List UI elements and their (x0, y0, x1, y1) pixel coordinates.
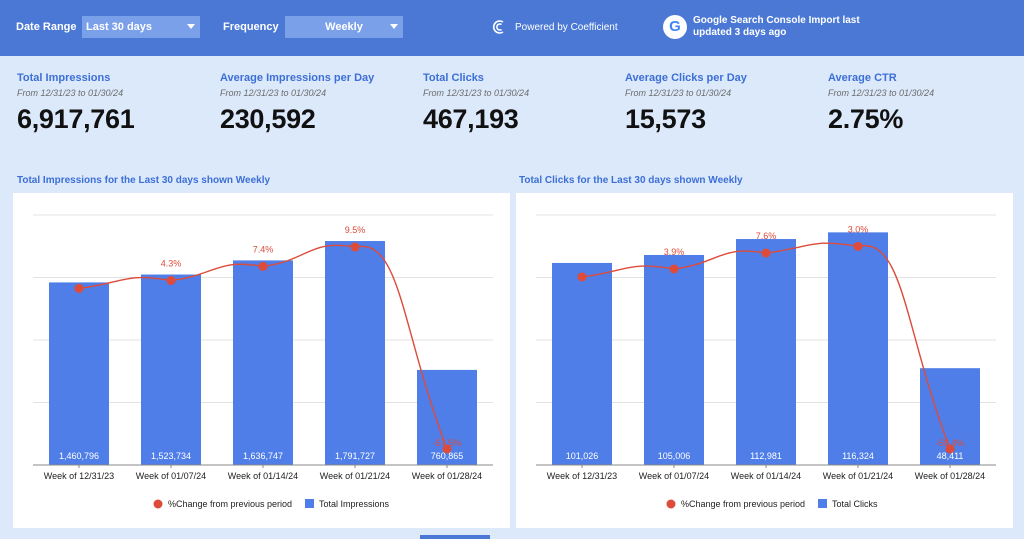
powered-by-text: Powered by Coefficient (515, 22, 618, 33)
bar-value-label: 1,523,734 (151, 451, 191, 461)
bar (141, 274, 201, 465)
change-point (853, 241, 863, 251)
legend-line-label: %Change from previous period (681, 499, 805, 509)
kpi-range: From 12/31/23 to 01/30/24 (625, 88, 732, 98)
kpi-range: From 12/31/23 to 01/30/24 (17, 88, 124, 98)
change-point (166, 276, 176, 286)
change-point (74, 283, 84, 293)
legend-line-marker (153, 499, 163, 509)
frequency-value: Weekly (325, 21, 363, 33)
legend-bar-marker (305, 499, 314, 508)
change-point (945, 444, 955, 454)
impressions-chart-title: Total Impressions for the Last 30 days s… (17, 175, 271, 186)
kpi-avg-impressions: Average Impressions per Day From 12/31/2… (220, 72, 374, 135)
bar (736, 239, 796, 465)
frequency-select[interactable]: Weekly (285, 16, 403, 38)
x-tick-label: Week of 01/07/24 (136, 471, 206, 481)
x-tick-label: Week of 01/21/24 (320, 471, 390, 481)
kpi-total-clicks: Total Clicks From 12/31/23 to 01/30/24 4… (423, 72, 529, 135)
change-point (577, 272, 587, 282)
bar-value-label: 1,791,727 (335, 451, 375, 461)
top-filter-bar: Date Range Last 30 days Frequency Weekly… (0, 0, 1024, 56)
google-logo-icon: G (663, 15, 687, 39)
kpi-value: 467,193 (423, 104, 519, 134)
change-label: -58.4% (936, 438, 965, 448)
x-tick-label: Week of 01/07/24 (639, 471, 709, 481)
bar-value-label: 48,411 (937, 451, 964, 461)
change-label: 7.6% (756, 231, 777, 241)
change-line (78, 244, 448, 450)
x-tick-label: Week of 12/31/23 (547, 471, 617, 481)
kpi-label: Average Clicks per Day (625, 72, 747, 84)
kpi-value: 230,592 (220, 104, 316, 134)
x-tick-label: Week of 01/28/24 (412, 471, 482, 481)
kpi-total-impressions: Total Impressions From 12/31/23 to 01/30… (17, 72, 135, 135)
kpi-avg-clicks: Average Clicks per Day From 12/31/23 to … (625, 72, 747, 135)
kpi-value: 15,573 (625, 104, 706, 134)
date-range-select[interactable]: Last 30 days (82, 16, 200, 38)
x-tick-label: Week of 01/21/24 (823, 471, 893, 481)
x-tick-label: Week of 01/14/24 (228, 471, 298, 481)
change-label: 3.9% (664, 247, 685, 257)
change-label: 9.5% (345, 225, 366, 235)
clicks-chart: 101,026 105,006 112,981 116,324 48,411 Week o… (536, 214, 996, 509)
change-label: 3.0% (848, 224, 869, 234)
legend-bar-label: Total Impressions (319, 499, 390, 509)
clicks-chart-title: Total Clicks for the Last 30 days shown … (519, 175, 743, 186)
kpi-average-ctr: Average CTR From 12/31/23 to 01/30/24 2.… (828, 72, 934, 135)
kpi-label: Total Clicks (423, 72, 484, 84)
frequency-label: Frequency (223, 21, 279, 33)
kpi-range: From 12/31/23 to 01/30/24 (220, 88, 327, 98)
page-indicator[interactable] (420, 535, 490, 539)
change-label: 4.3% (161, 259, 182, 269)
clicks-chart-panel: 101,026 105,006 112,981 116,324 48,411 Week o… (516, 193, 1013, 528)
date-range-label: Date Range (16, 21, 77, 33)
change-point (761, 248, 771, 258)
bar-value-label: 1,460,796 (59, 451, 99, 461)
change-point (258, 261, 268, 271)
date-range-value: Last 30 days (86, 21, 153, 33)
change-label: -57.5% (433, 438, 462, 448)
legend-bar-marker (818, 499, 827, 508)
kpi-value: 2.75% (828, 104, 904, 134)
bar (552, 262, 612, 465)
import-status-line1: Google Search Console Import last (693, 15, 860, 26)
x-tick-label: Week of 12/31/23 (44, 471, 114, 481)
kpi-value: 6,917,761 (17, 104, 135, 134)
change-label: 7.4% (253, 244, 274, 254)
impressions-chart-panel: 1,460,796 1,523,734 1,636,747 1,791,727 760,… (13, 193, 510, 528)
change-point (350, 242, 360, 252)
x-tick-label: Week of 01/28/24 (915, 471, 985, 481)
bar-value-label: 116,324 (842, 451, 874, 461)
bar-value-label: 760,865 (431, 451, 464, 461)
bar-value-label: 1,636,747 (243, 451, 283, 461)
bar-value-label: 105,006 (658, 451, 691, 461)
change-point (442, 444, 452, 454)
impressions-chart: 1,460,796 1,523,734 1,636,747 1,791,727 760,… (33, 214, 493, 509)
legend-bar-label: Total Clicks (832, 499, 878, 509)
import-status: Google Search Console Import last update… (693, 15, 883, 39)
kpi-label: Average CTR (828, 72, 897, 84)
coefficient-logo-icon (492, 20, 504, 34)
kpi-range: From 12/31/23 to 01/30/24 (423, 88, 530, 98)
bar-value-label: 112,981 (750, 451, 782, 461)
bar (325, 241, 385, 465)
kpi-label: Average Impressions per Day (220, 72, 375, 84)
bar (49, 282, 109, 465)
kpi-range: From 12/31/23 to 01/30/24 (828, 88, 935, 98)
legend-line-marker (666, 499, 676, 509)
change-point (669, 264, 679, 274)
bar-value-label: 101,026 (566, 451, 599, 461)
chevron-down-icon (390, 24, 398, 29)
bar (644, 254, 704, 465)
change-line (581, 242, 951, 450)
legend-line-label: %Change from previous period (168, 499, 292, 509)
chevron-down-icon (187, 24, 195, 29)
x-tick-label: Week of 01/14/24 (731, 471, 801, 481)
import-status-line2: updated 3 days ago (693, 27, 787, 38)
bar (828, 232, 888, 465)
kpi-label: Total Impressions (17, 72, 111, 84)
bar (233, 260, 293, 465)
